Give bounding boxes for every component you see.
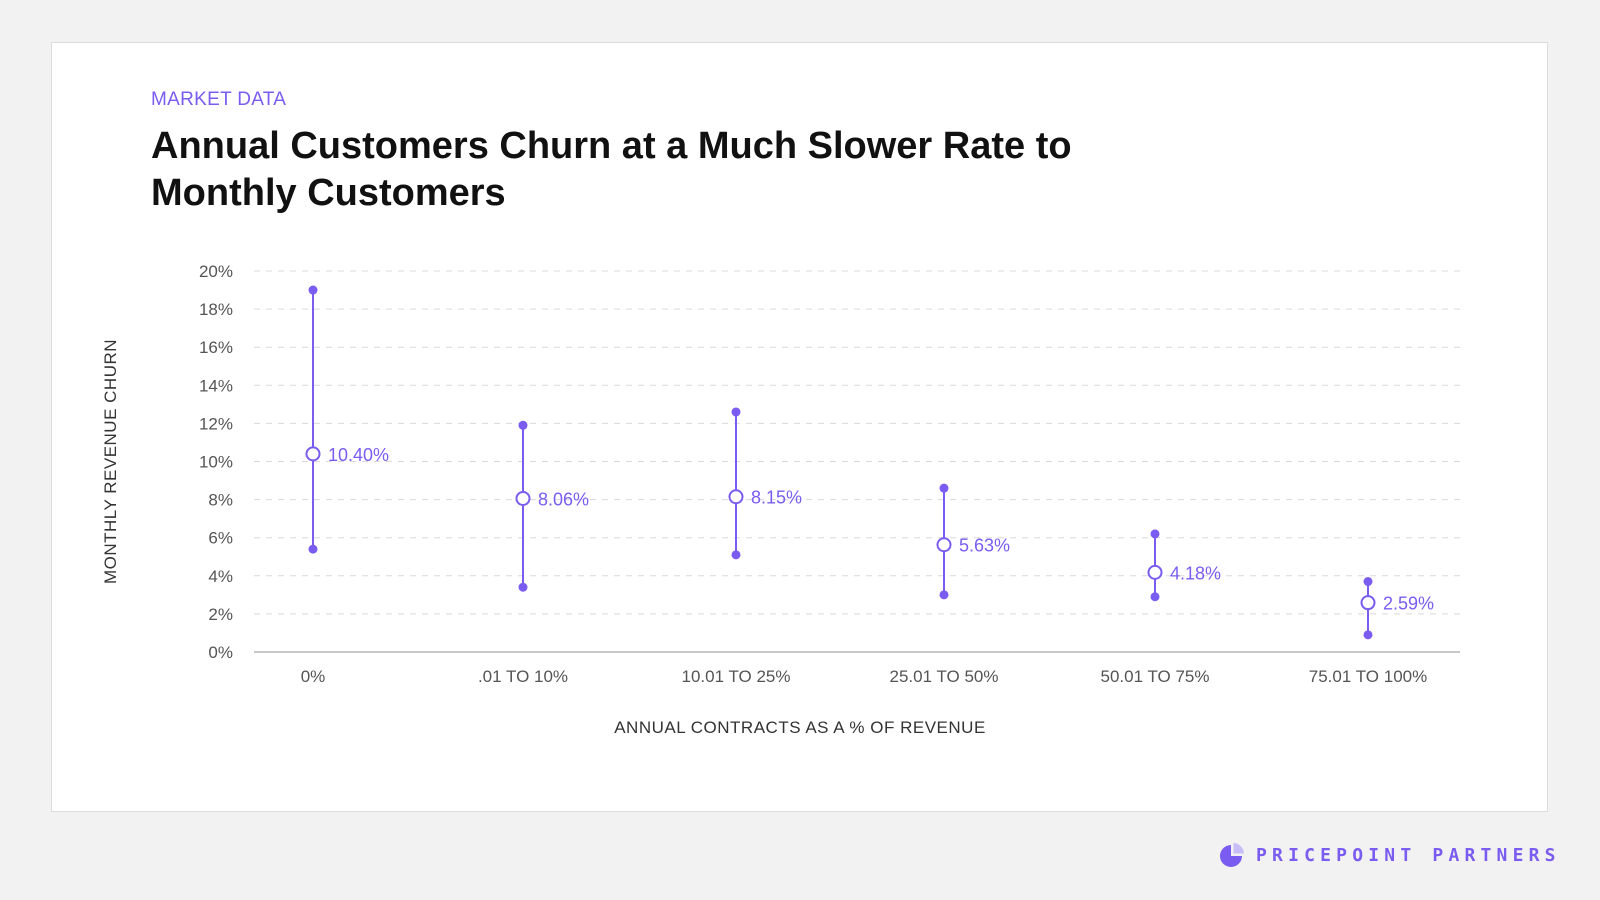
median-point [936, 537, 952, 553]
high-point [939, 483, 949, 493]
y-tick-label: 0% [208, 643, 233, 662]
low-point [308, 544, 318, 554]
pie-chart-logo-icon [1220, 843, 1244, 867]
eyebrow-label: MARKET DATA [151, 89, 287, 110]
x-tick-label: 25.01 TO 50% [889, 667, 998, 686]
chart-card [51, 42, 1548, 812]
y-tick-label: 12% [199, 414, 233, 433]
median-point [305, 446, 321, 462]
data-label: 2.59% [1383, 594, 1434, 614]
y-tick-label: 14% [199, 376, 233, 395]
high-point [518, 420, 528, 430]
y-tick-label: 8% [208, 491, 233, 510]
y-tick-label: 2% [208, 605, 233, 624]
brand-logo: PRICEPOINT PARTNERS [1218, 841, 1561, 869]
x-axis-title: ANNUAL CONTRACTS AS A % OF REVENUE [614, 718, 986, 737]
high-point [308, 285, 318, 295]
y-tick-label: 16% [199, 338, 233, 357]
y-tick-label: 4% [208, 567, 233, 586]
high-point [1363, 577, 1373, 587]
x-tick-label: 10.01 TO 25% [681, 667, 790, 686]
median-point [515, 490, 531, 506]
data-label: 5.63% [959, 536, 1010, 556]
x-tick-label: 75.01 TO 100% [1309, 667, 1427, 686]
x-tick-label: .01 TO 10% [478, 667, 568, 686]
brand-name: PRICEPOINT PARTNERS [1256, 844, 1561, 866]
median-point [1360, 595, 1376, 611]
data-label: 4.18% [1170, 563, 1221, 583]
data-label: 8.06% [538, 489, 589, 509]
y-tick-label: 10% [199, 453, 233, 472]
high-point [731, 407, 741, 417]
high-point [1150, 529, 1160, 539]
low-point [939, 590, 949, 600]
data-label: 10.40% [328, 445, 389, 465]
y-tick-label: 18% [199, 300, 233, 319]
y-tick-label: 6% [208, 529, 233, 548]
low-point [518, 582, 528, 592]
x-tick-label: 0% [301, 667, 326, 686]
low-point [731, 550, 741, 560]
y-axis-title: MONTHLY REVENUE CHURN [101, 339, 120, 584]
chart-title: Annual Customers Churn at a Much Slower … [151, 125, 1072, 214]
median-point [728, 489, 744, 505]
y-tick-label: 20% [199, 262, 233, 281]
data-label: 8.15% [751, 488, 802, 508]
low-point [1150, 592, 1160, 602]
median-point [1147, 564, 1163, 580]
low-point [1363, 630, 1373, 640]
x-tick-label: 50.01 TO 75% [1100, 667, 1209, 686]
